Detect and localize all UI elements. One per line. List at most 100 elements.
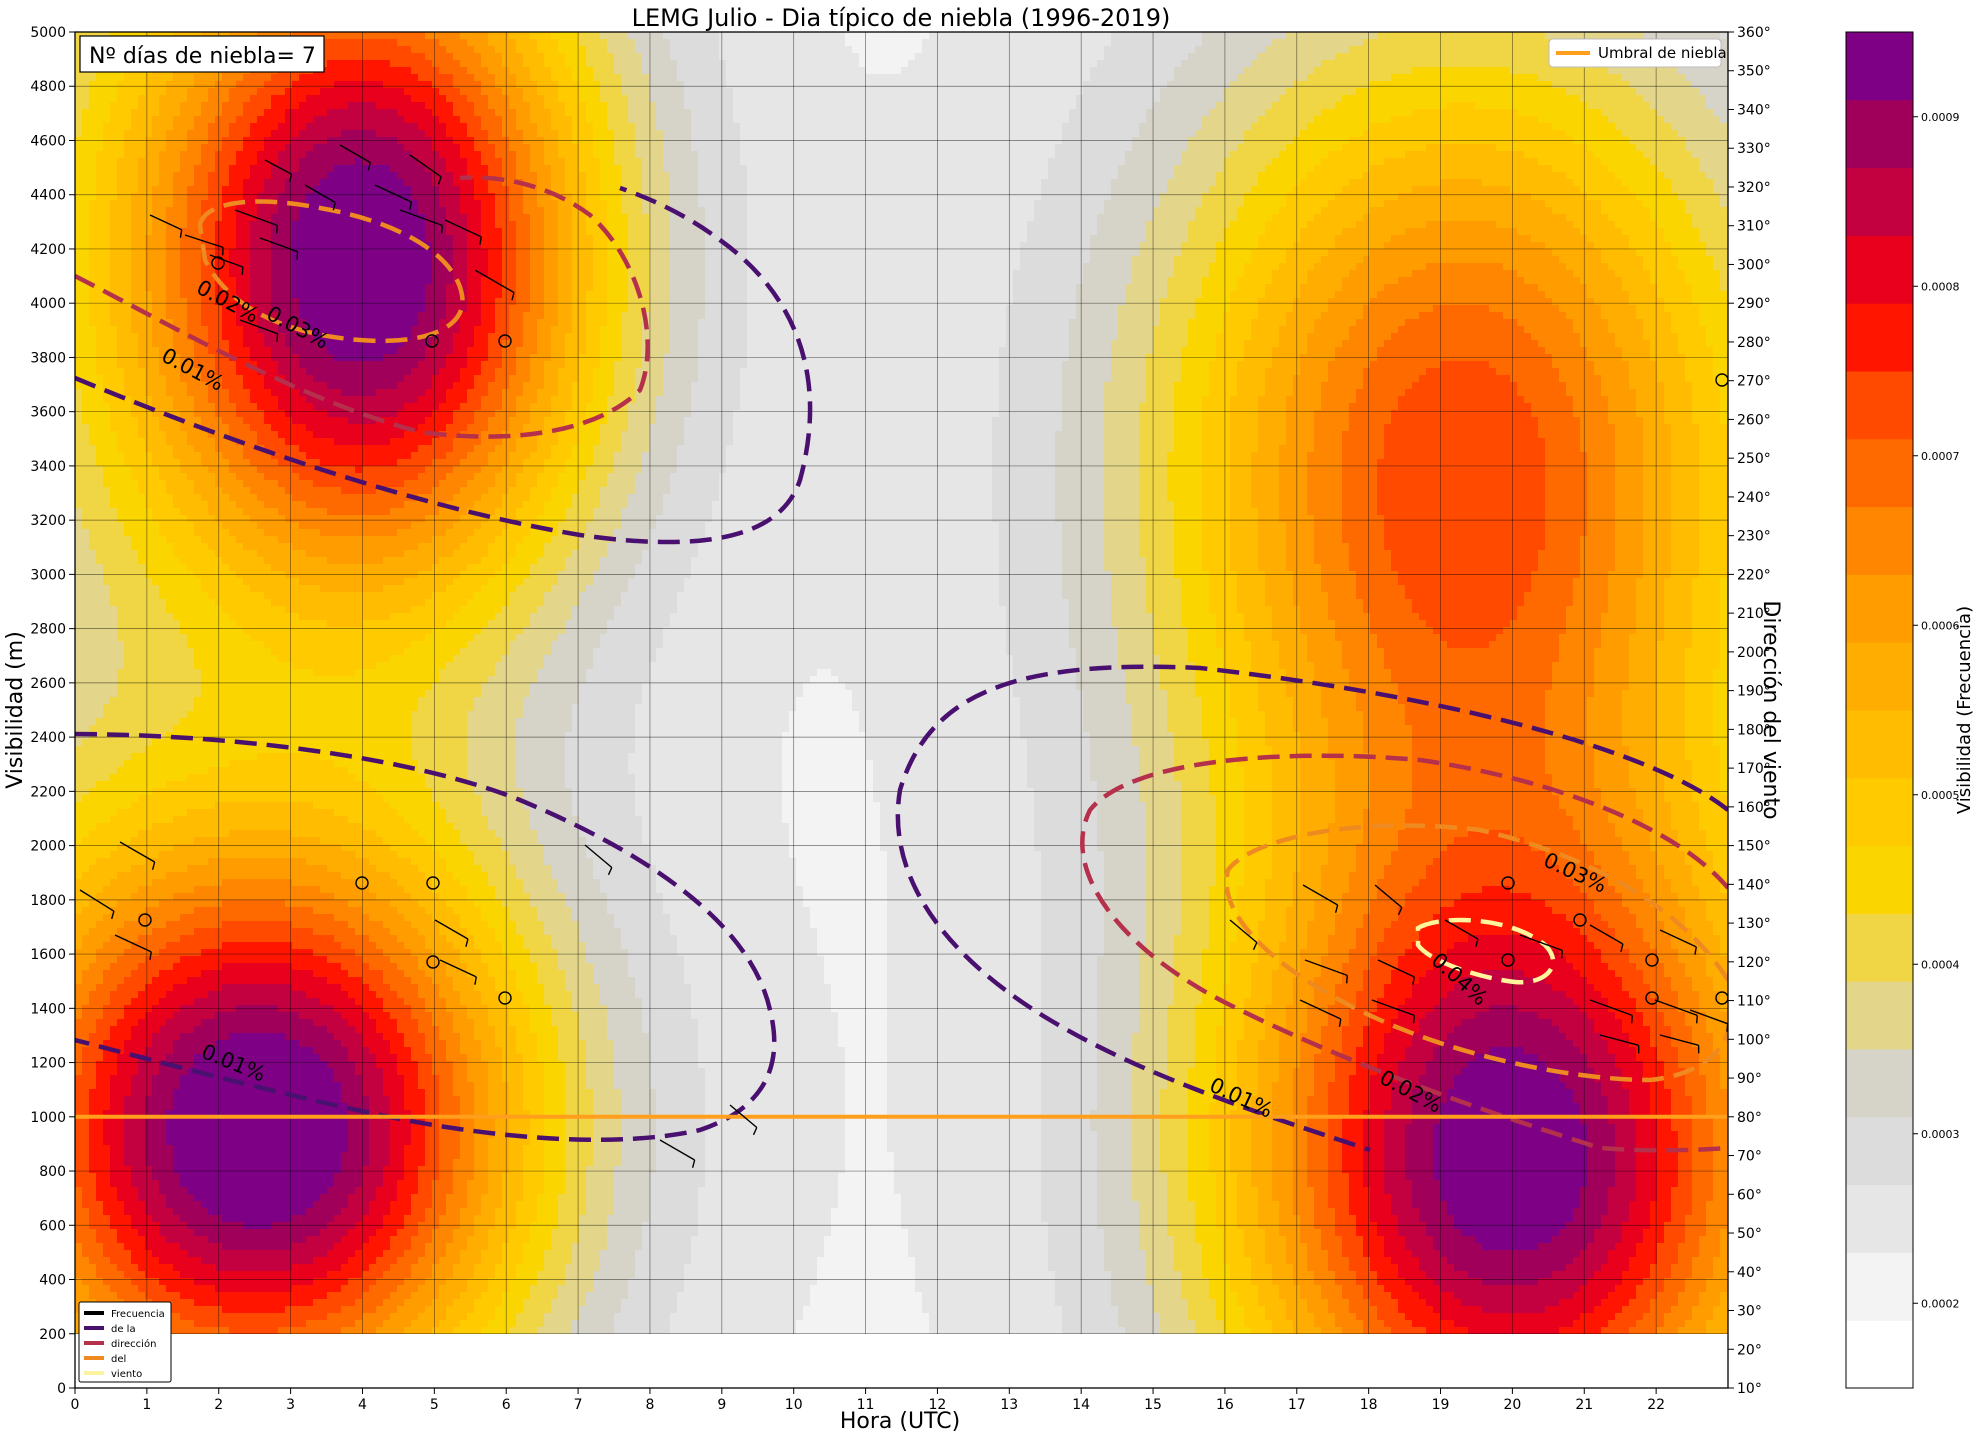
heatmap-cell xyxy=(166,1285,174,1293)
heatmap-cell xyxy=(236,445,244,453)
heatmap-cell xyxy=(96,802,104,810)
heatmap-cell xyxy=(229,1096,237,1104)
heatmap-cell xyxy=(187,81,195,89)
heatmap-cell xyxy=(124,550,132,558)
heatmap-cell xyxy=(208,872,216,880)
heatmap-cell xyxy=(180,690,188,698)
heatmap-cell xyxy=(229,242,237,250)
heatmap-cell xyxy=(222,1138,230,1146)
heatmap-cell xyxy=(103,1075,111,1083)
heatmap-cell xyxy=(152,788,160,796)
heatmap-cell xyxy=(222,501,230,509)
heatmap-cell xyxy=(124,1208,132,1216)
heatmap-cell xyxy=(194,1222,202,1230)
heatmap-cell xyxy=(145,88,153,96)
heatmap-cell xyxy=(159,739,167,747)
heatmap-cell xyxy=(173,382,181,390)
heatmap-cell xyxy=(96,235,104,243)
heatmap-cell xyxy=(166,1033,174,1041)
heatmap-cell xyxy=(82,179,90,187)
heatmap-cell xyxy=(187,305,195,313)
heatmap-cell xyxy=(117,725,125,733)
heatmap-cell xyxy=(89,641,97,649)
heatmap-cell xyxy=(243,151,251,159)
heatmap-cell xyxy=(96,781,104,789)
heatmap-cell xyxy=(110,466,118,474)
heatmap-cell xyxy=(110,242,118,250)
heatmap-cell xyxy=(124,263,132,271)
heatmap-cell xyxy=(166,956,174,964)
heatmap-cell xyxy=(117,823,125,831)
heatmap-cell xyxy=(152,984,160,992)
heatmap-cell xyxy=(243,431,251,439)
heatmap-cell xyxy=(82,739,90,747)
heatmap-cell xyxy=(89,634,97,642)
heatmap-cell xyxy=(124,774,132,782)
heatmap-cell xyxy=(110,347,118,355)
heatmap-cell xyxy=(117,641,125,649)
heatmap-cell xyxy=(138,991,146,999)
heatmap-cell xyxy=(117,1236,125,1244)
heatmap-cell xyxy=(173,1096,181,1104)
heatmap-cell xyxy=(131,914,139,922)
heatmap-cell xyxy=(236,1033,244,1041)
heatmap-cell xyxy=(208,585,216,593)
heatmap-cell xyxy=(222,998,230,1006)
heatmap-cell xyxy=(117,928,125,936)
heatmap-cell xyxy=(201,81,209,89)
heatmap-cell xyxy=(152,844,160,852)
heatmap-cell xyxy=(208,179,216,187)
heatmap-cell xyxy=(103,382,111,390)
heatmap-cell xyxy=(89,1215,97,1223)
heatmap-cell xyxy=(236,340,244,348)
heatmap-cell xyxy=(131,207,139,215)
heatmap-cell xyxy=(124,445,132,453)
heatmap-cell xyxy=(75,312,83,320)
heatmap-cell xyxy=(75,74,83,82)
heatmap-cell xyxy=(229,1138,237,1146)
heatmap-cell xyxy=(194,543,202,551)
heatmap-cell xyxy=(75,368,83,376)
heatmap-cell xyxy=(166,1257,174,1265)
heatmap-cell xyxy=(117,95,125,103)
heatmap-cell xyxy=(173,1089,181,1097)
heatmap-cell xyxy=(117,1194,125,1202)
heatmap-cell xyxy=(117,627,125,635)
heatmap-cell xyxy=(152,641,160,649)
heatmap-cell xyxy=(208,704,216,712)
heatmap-cell xyxy=(152,935,160,943)
heatmap-cell xyxy=(103,144,111,152)
heatmap-cell xyxy=(145,718,153,726)
heatmap-cell xyxy=(131,1285,139,1293)
heatmap-cell xyxy=(131,599,139,607)
heatmap-cell xyxy=(82,788,90,796)
heatmap-cell xyxy=(194,655,202,663)
heatmap-cell xyxy=(173,823,181,831)
heatmap-cell xyxy=(124,921,132,929)
heatmap-cell xyxy=(145,928,153,936)
heatmap-cell xyxy=(131,1152,139,1160)
heatmap-cell xyxy=(222,403,230,411)
heatmap-cell xyxy=(131,1236,139,1244)
heatmap-cell xyxy=(236,1292,244,1300)
heatmap-cell xyxy=(117,1285,125,1293)
heatmap-cell xyxy=(194,1103,202,1111)
heatmap-cell xyxy=(145,480,153,488)
heatmap-cell xyxy=(75,606,83,614)
heatmap-cell xyxy=(194,963,202,971)
heatmap-cell xyxy=(173,809,181,817)
heatmap-cell xyxy=(201,921,209,929)
heatmap-cell xyxy=(138,207,146,215)
heatmap-cell xyxy=(194,781,202,789)
heatmap-cell xyxy=(229,95,237,103)
heatmap-cell xyxy=(159,970,167,978)
heatmap-cell xyxy=(229,81,237,89)
heatmap-cell xyxy=(229,424,237,432)
heatmap-cell xyxy=(145,1047,153,1055)
heatmap-cell xyxy=(173,1005,181,1013)
heatmap-cell xyxy=(208,165,216,173)
heatmap-cell xyxy=(96,1019,104,1027)
heatmap-cell xyxy=(110,613,118,621)
heatmap-cell xyxy=(82,606,90,614)
heatmap-cell xyxy=(145,543,153,551)
